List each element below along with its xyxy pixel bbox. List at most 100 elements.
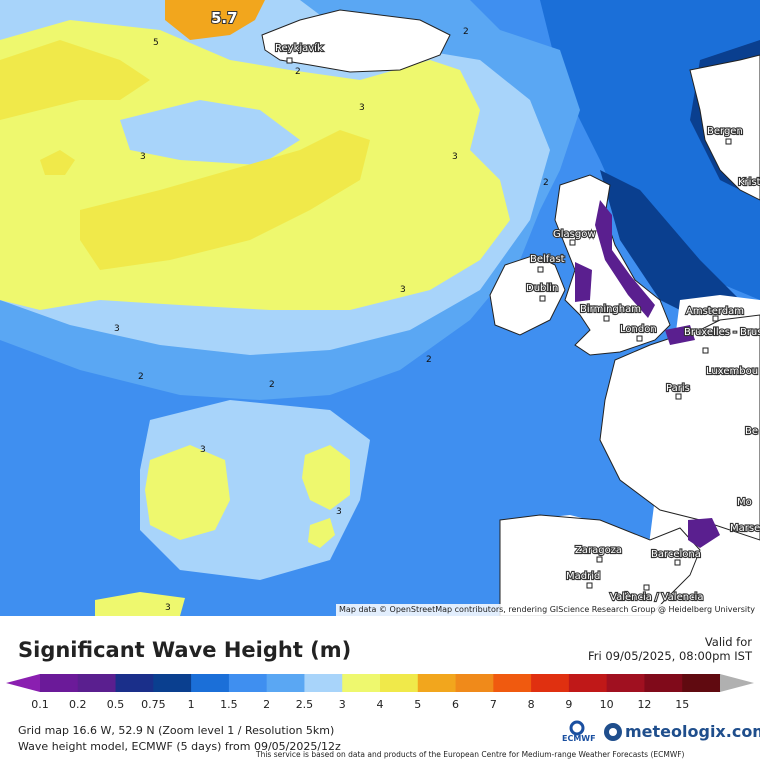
valid-time: Fri 09/05/2025, 08:00pm IST	[588, 649, 752, 663]
contour-label: 3	[114, 324, 120, 334]
contour-labels: 5 2 2 3 3 3 3 3 2 2 2 2 3 3 3	[114, 27, 549, 613]
scale-tick-label: 2	[263, 698, 271, 711]
city-marker	[586, 582, 593, 589]
city-label-london[interactable]: London	[619, 323, 658, 336]
band-3-bottom	[95, 592, 185, 616]
model-info: Wave height model, ECMWF (5 days) from 0…	[18, 740, 341, 753]
contour-label: 2	[463, 27, 469, 37]
scale-segment	[380, 674, 419, 692]
ireland-land	[489, 254, 566, 336]
color-scale-bar	[6, 674, 754, 692]
scale-segment	[417, 674, 457, 692]
scale-tick-label: 15	[675, 698, 690, 711]
city-marker	[537, 266, 544, 273]
scale-segment	[228, 674, 268, 692]
scale-tick-label: 4	[376, 698, 384, 711]
scale-segment	[606, 674, 645, 692]
scale-min-arrow	[6, 674, 40, 692]
scale-tick-label: 9	[565, 698, 573, 711]
map-canvas: 5 2 2 3 3 3 3 3 2 2 2 2 3 3 3 5.7 Reykja…	[0, 0, 760, 616]
scale-segment	[115, 674, 154, 692]
scale-segment	[77, 674, 117, 692]
map-attribution[interactable]: Map data © OpenStreetMap contributors, r…	[336, 604, 758, 616]
ecmwf-disclaimer: This service is based on data and produc…	[256, 750, 685, 759]
valid-label: Valid for	[704, 635, 752, 649]
city-label-dublin[interactable]: Dublin	[525, 282, 559, 295]
scale-tick-label: 10	[599, 698, 614, 711]
scale-max-arrow	[720, 674, 754, 692]
city-layer: Reykjavík Bergen Krist Glasgow Belfast D…	[274, 41, 760, 604]
scale-segment	[266, 674, 305, 692]
band-2-5-hole	[120, 100, 300, 165]
scale-tick-label: 3	[338, 698, 346, 711]
scale-tick-label: 0.1	[31, 698, 49, 711]
color-scale	[0, 670, 760, 696]
city-marker	[539, 295, 546, 302]
ecmwf-label: ECMWF	[562, 734, 596, 743]
iceland-land	[261, 9, 451, 73]
coastal-purple-barcelona	[688, 518, 720, 548]
contour-label: 3	[452, 152, 458, 162]
scale-segment	[455, 674, 494, 692]
city-label-belfast[interactable]: Belfast	[529, 253, 566, 266]
city-marker	[596, 556, 603, 563]
city-marker	[569, 239, 576, 246]
contour-label: 3	[140, 152, 146, 162]
contour-label: 3	[400, 285, 406, 295]
scale-tick-label: 0.5	[106, 698, 125, 711]
city-label-amsterdam[interactable]: Amsterdam	[685, 305, 745, 318]
max-wave-label: 5.7	[211, 9, 238, 27]
city-label-zaragoza[interactable]: Zaragoza	[574, 544, 623, 557]
contour-label: 2	[426, 355, 432, 365]
city-label-valencia[interactable]: València / Valencia	[609, 590, 705, 604]
coastal-purple-channel	[665, 325, 695, 345]
city-marker	[702, 347, 709, 354]
wave-height-map[interactable]: 5 2 2 3 3 3 3 3 2 2 2 2 3 3 3 5.7 Reykja…	[0, 0, 760, 616]
city-label-reykjavik[interactable]: Reykjavík	[274, 41, 324, 55]
city-label-birmingham[interactable]: Birmingham	[579, 303, 642, 316]
city-label-luxembourg[interactable]: Luxembou	[705, 365, 759, 378]
scale-segment	[342, 674, 381, 692]
scale-segment	[191, 674, 230, 692]
scale-tick-label: 7	[489, 698, 497, 711]
scale-segment	[682, 674, 721, 692]
coastal-purple-east-uk	[595, 200, 655, 318]
scale-tick-label: 5	[414, 698, 422, 711]
scale-segment	[304, 674, 343, 692]
city-marker	[286, 57, 293, 64]
contour-label: 2	[543, 178, 549, 188]
city-label-bergen[interactable]: Bergen	[706, 125, 744, 138]
scale-tick-label: 12	[637, 698, 652, 711]
iberia-land	[499, 514, 701, 616]
meteologix-brand[interactable]: meteologix.com	[625, 722, 760, 741]
contour-label: 2	[138, 372, 144, 382]
scale-tick-label: 0.2	[69, 698, 87, 711]
city-label-paris[interactable]: Paris	[665, 382, 691, 395]
scale-segment	[153, 674, 192, 692]
scale-segment	[568, 674, 608, 692]
band-3-south-east	[302, 445, 350, 510]
contour-label: 3	[336, 507, 342, 517]
city-label-glasgow[interactable]: Glasgow	[552, 228, 597, 241]
band-5-max	[165, 0, 265, 40]
contour-label: 5	[153, 38, 159, 48]
city-marker	[725, 138, 732, 145]
city-label-madrid[interactable]: Madrid	[565, 570, 602, 583]
city-marker	[643, 584, 650, 591]
city-label-bruxelles[interactable]: Bruxelles - Brussel	[683, 326, 760, 339]
legend-panel: Significant Wave Height (m) Valid for Fr…	[0, 616, 760, 760]
ecmwf-logo-icon	[569, 720, 585, 736]
city-marker	[712, 315, 719, 322]
contour-label: 3	[359, 103, 365, 113]
city-label-marseille[interactable]: Marse	[729, 522, 760, 535]
north-sea-band	[600, 170, 740, 320]
scale-segment	[493, 674, 532, 692]
city-label-be[interactable]: Be	[744, 425, 759, 438]
city-label-krist[interactable]: Krist	[737, 176, 760, 189]
city-label-mo[interactable]: Mo	[736, 496, 753, 509]
city-label-barcelona[interactable]: Barcelona	[650, 548, 702, 561]
scale-segment	[644, 674, 683, 692]
contour-label: 2	[269, 380, 275, 390]
scale-segment	[531, 674, 570, 692]
coastal-purple-irish-sea	[575, 262, 592, 302]
